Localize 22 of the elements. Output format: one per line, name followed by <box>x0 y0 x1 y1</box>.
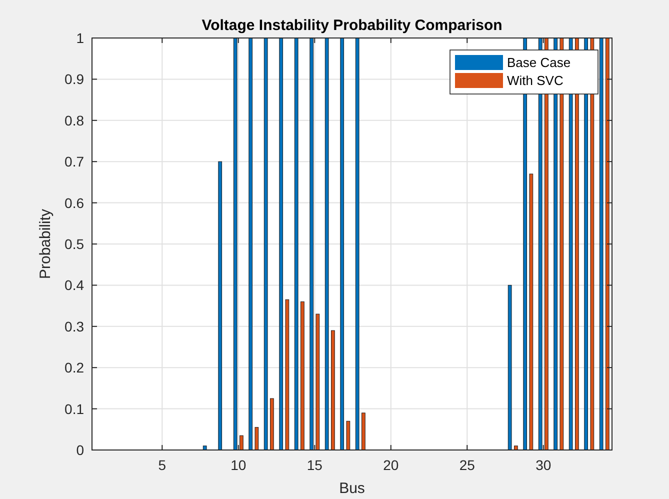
y-tick-label: 0.9 <box>64 71 84 88</box>
y-tick-label: 0.2 <box>64 360 84 376</box>
y-tick-label: 0.7 <box>64 154 84 170</box>
y-tick-label: 0 <box>76 442 84 458</box>
y-tick-label: 0.1 <box>64 400 84 417</box>
y-tick-label: 1 <box>76 30 84 46</box>
y-tick-label: 0.5 <box>64 236 84 252</box>
x-tick-label: 15 <box>306 457 323 473</box>
y-tick-label: 0.3 <box>64 318 84 334</box>
legend-label: Base Case <box>507 55 571 70</box>
y-tick-label: 0.6 <box>64 194 84 211</box>
chart-title: Voltage Instability Probability Comparison <box>202 17 502 34</box>
x-tick-label: 25 <box>459 457 476 473</box>
legend-label: With SVC <box>507 73 564 88</box>
x-tick-label: 20 <box>383 457 399 473</box>
y-tick-label: 0.4 <box>64 277 84 294</box>
y-axis-title: Probability <box>37 208 54 280</box>
x-axis-title: Bus <box>339 480 365 497</box>
x-tick-label: 5 <box>158 457 166 473</box>
y-tick-label: 0.8 <box>64 112 84 128</box>
x-tick-label: 10 <box>230 457 246 473</box>
x-tick-label: 30 <box>536 457 552 473</box>
